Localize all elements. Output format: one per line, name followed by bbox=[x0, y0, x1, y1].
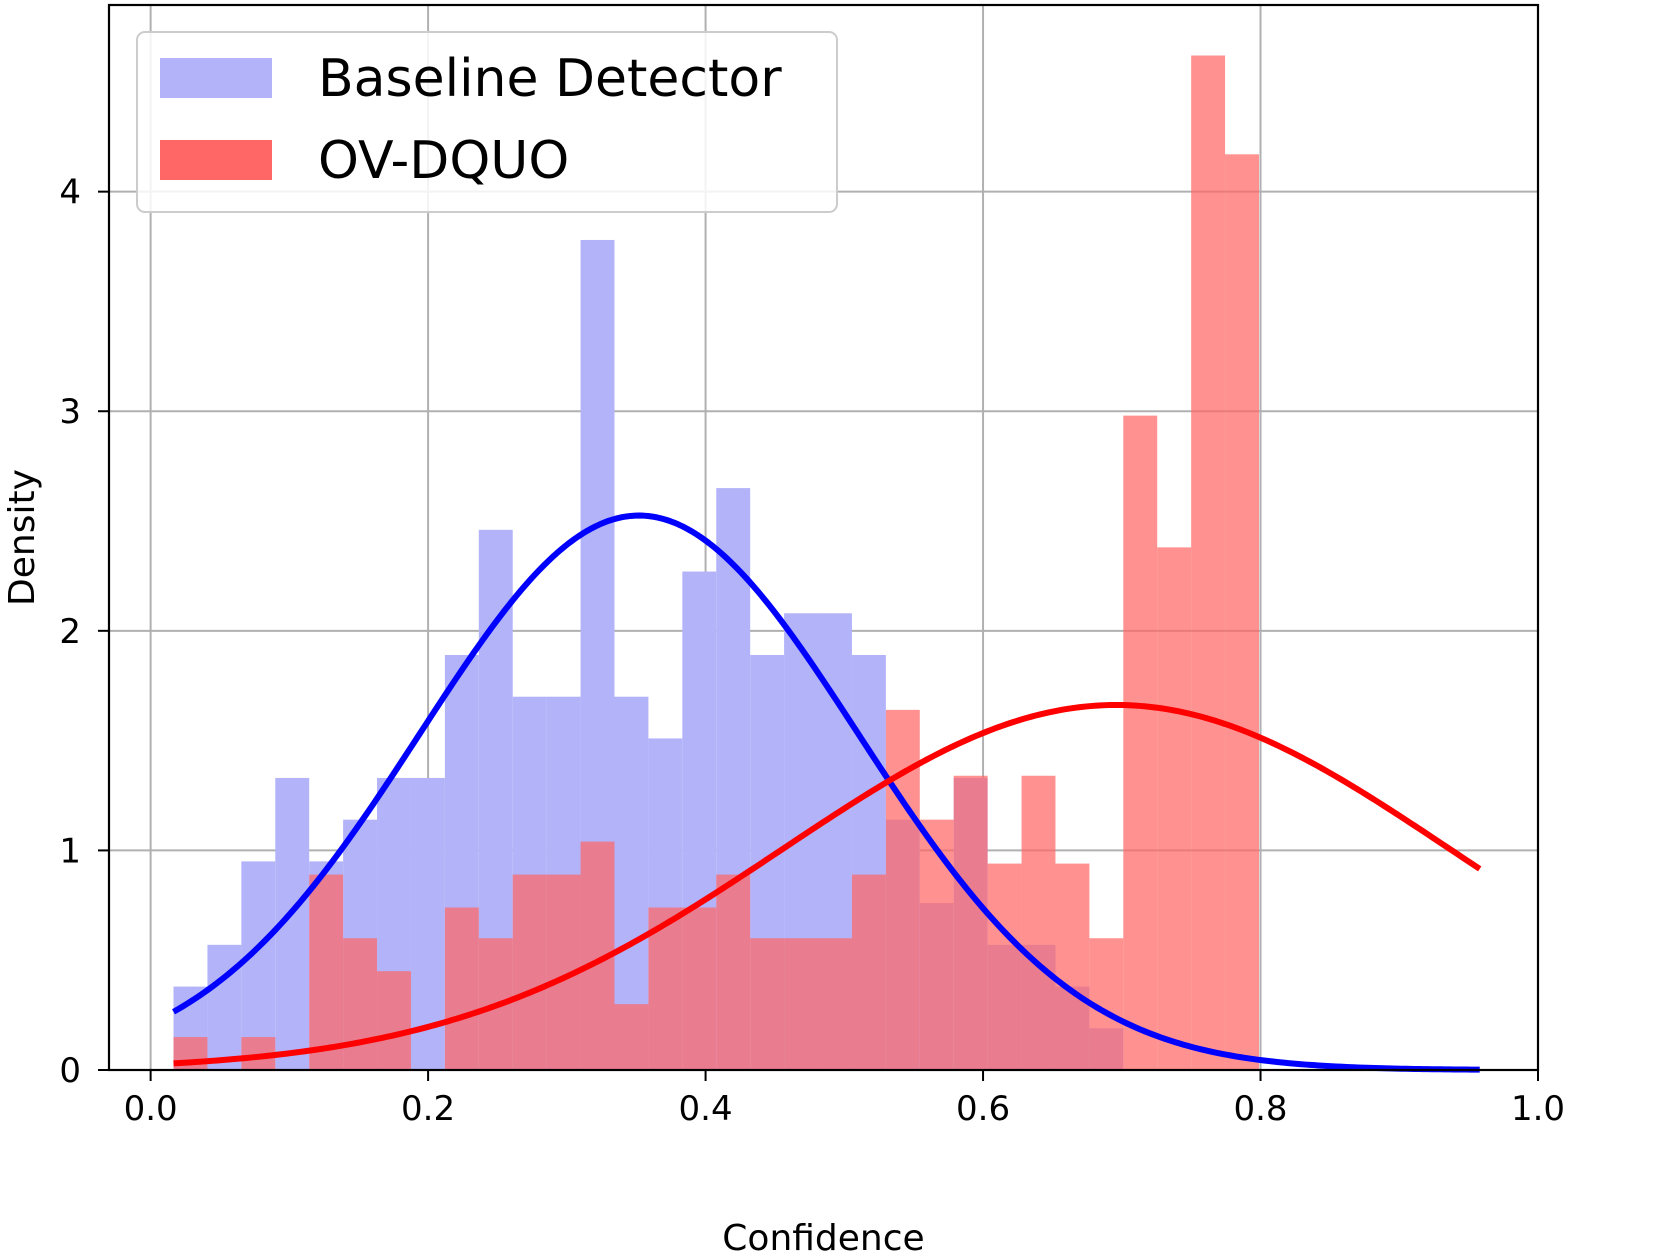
legend-label-baseline: Baseline Detector bbox=[318, 49, 782, 109]
bar-ovdquo-31 bbox=[1225, 154, 1259, 1070]
bar-ovdquo-10 bbox=[512, 874, 547, 1070]
x-tick-label-4: 0.8 bbox=[1233, 1089, 1287, 1129]
bar-ovdquo-19 bbox=[818, 938, 852, 1070]
bar-ovdquo-23 bbox=[953, 775, 988, 1070]
x-tick-label-0: 0.0 bbox=[124, 1089, 178, 1129]
axis-ticks: 0.0 0.2 0.4 0.6 0.8 1.0 0 1 2 3 4 bbox=[59, 173, 1565, 1129]
x-tick-label-2: 0.4 bbox=[679, 1089, 733, 1129]
bar-ovdquo-6 bbox=[377, 971, 411, 1070]
plot-frame bbox=[107, 3, 1540, 1072]
legend-label-ovdquo: OV-DQUO bbox=[318, 131, 569, 191]
fit-curves bbox=[172, 512, 1482, 1073]
legend: Baseline Detector OV-DQUO bbox=[136, 31, 838, 213]
bar-ovdquo-14 bbox=[648, 907, 683, 1070]
x-tick-label-5: 1.0 bbox=[1511, 1089, 1565, 1129]
y-tick-label-0: 0 bbox=[59, 1051, 81, 1091]
bar-ovdquo-18 bbox=[784, 938, 819, 1070]
fit-curve-ovdquo bbox=[173, 702, 1482, 1067]
fit-curve-baseline bbox=[172, 512, 1480, 1073]
y-tick-label-1: 1 bbox=[59, 831, 81, 871]
bar-ovdquo-24 bbox=[987, 863, 1022, 1070]
y-tick-label-4: 4 bbox=[59, 173, 81, 213]
bar-ovdquo-5 bbox=[343, 938, 378, 1070]
legend-swatch-baseline bbox=[160, 58, 272, 98]
y-tick-label-3: 3 bbox=[59, 392, 81, 432]
ovdquo-bars bbox=[173, 55, 1259, 1071]
legend-swatch-ovdquo bbox=[160, 140, 272, 180]
bar-baseline-2 bbox=[241, 861, 276, 1070]
bar-ovdquo-13 bbox=[614, 1004, 649, 1070]
bar-ovdquo-20 bbox=[851, 874, 886, 1070]
x-tick-label-3: 0.6 bbox=[956, 1089, 1010, 1129]
x-axis-label: Confidence bbox=[722, 1218, 924, 1259]
bar-ovdquo-4 bbox=[309, 874, 344, 1070]
bar-ovdquo-29 bbox=[1157, 547, 1192, 1070]
bar-ovdquo-22 bbox=[919, 819, 954, 1070]
legend-box bbox=[136, 31, 838, 213]
bar-ovdquo-28 bbox=[1123, 415, 1158, 1070]
bar-ovdquo-17 bbox=[750, 938, 785, 1070]
x-tick-label-1: 0.2 bbox=[401, 1089, 455, 1129]
bar-ovdquo-8 bbox=[444, 907, 479, 1070]
bar-ovdquo-15 bbox=[682, 907, 717, 1070]
bar-ovdquo-16 bbox=[716, 874, 751, 1070]
bar-ovdquo-25 bbox=[1021, 775, 1056, 1070]
bar-ovdquo-26 bbox=[1055, 863, 1090, 1070]
bar-ovdquo-30 bbox=[1191, 55, 1226, 1071]
y-axis-label: Density bbox=[2, 469, 43, 606]
y-tick-label-2: 2 bbox=[59, 612, 81, 652]
